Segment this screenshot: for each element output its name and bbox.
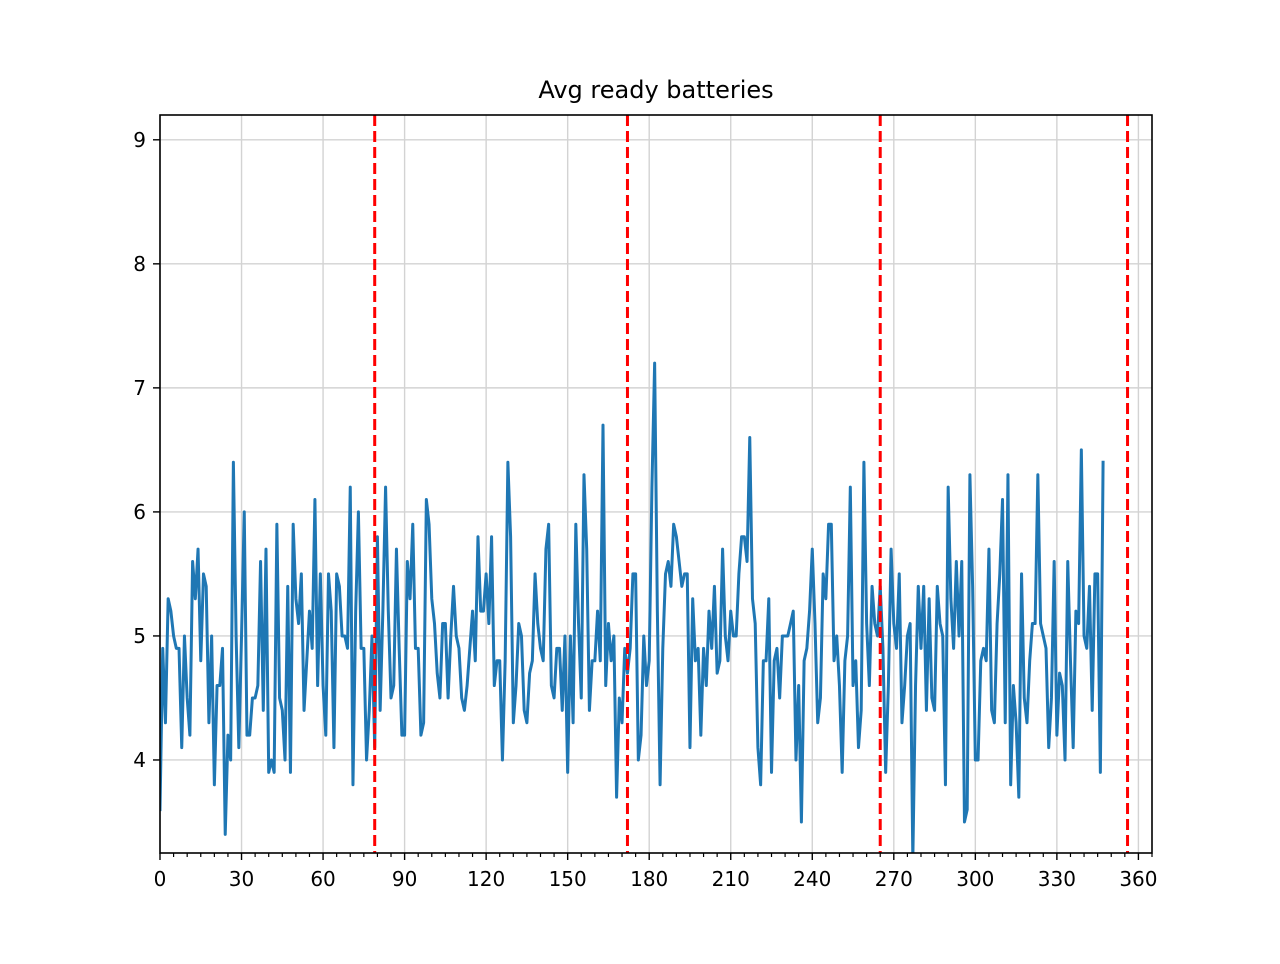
x-tick-label: 90	[392, 867, 417, 891]
plot-frame	[159, 114, 1153, 854]
x-axis: 0 30 60 90 120 150 180 210 240 270 300 330 360	[154, 853, 1158, 891]
x-tick-label: 270	[875, 867, 913, 891]
x-tick-label: 330	[1038, 867, 1076, 891]
y-tick-label: 4	[133, 748, 146, 772]
x-tick-label: 120	[467, 867, 505, 891]
y-axis: 4 5 6 7 8 9	[133, 128, 160, 772]
y-tick-label: 7	[133, 376, 146, 400]
y-tick-label: 9	[133, 128, 146, 152]
x-tick-label: 240	[793, 867, 831, 891]
y-tick-label: 8	[133, 252, 146, 276]
x-tick-label: 210	[712, 867, 750, 891]
x-tick-label: 360	[1119, 867, 1157, 891]
x-tick-label: 30	[229, 867, 254, 891]
chart-title: Avg ready batteries	[538, 76, 773, 104]
x-tick-label: 180	[630, 867, 668, 891]
x-tick-label: 150	[549, 867, 587, 891]
x-tick-label: 300	[956, 867, 994, 891]
x-tick-label: 0	[154, 867, 167, 891]
y-tick-label: 5	[133, 624, 146, 648]
series-layer	[160, 361, 1105, 853]
x-tick-label: 60	[310, 867, 335, 891]
marker-lines	[373, 115, 1130, 853]
y-tick-label: 6	[133, 500, 146, 524]
series-line	[160, 361, 1105, 853]
